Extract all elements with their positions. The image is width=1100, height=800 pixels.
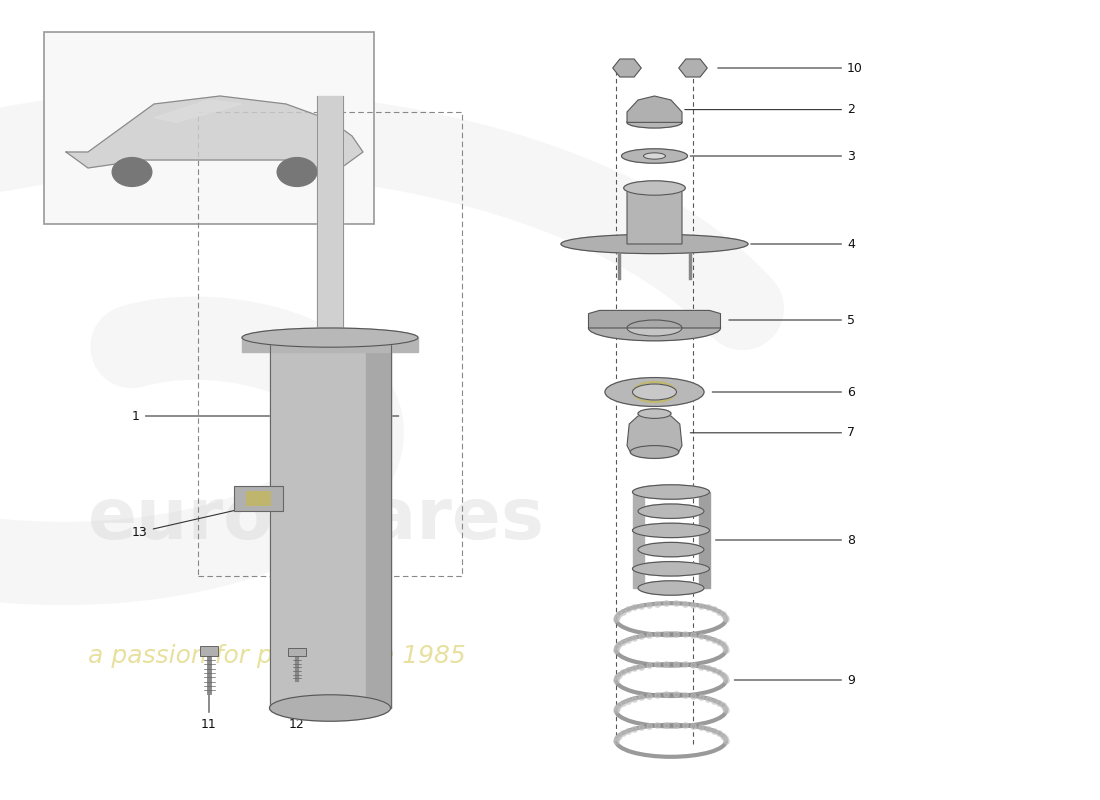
Polygon shape (627, 68, 640, 76)
Text: eurospares: eurospares (88, 486, 544, 554)
Ellipse shape (638, 542, 704, 557)
Circle shape (277, 158, 317, 186)
Ellipse shape (632, 485, 710, 499)
Text: 8: 8 (716, 534, 855, 546)
Ellipse shape (644, 153, 666, 159)
Ellipse shape (627, 117, 682, 128)
Ellipse shape (561, 234, 748, 254)
Text: 7: 7 (691, 426, 855, 439)
Polygon shape (679, 59, 707, 77)
Ellipse shape (638, 504, 704, 518)
Ellipse shape (632, 523, 710, 538)
Ellipse shape (270, 694, 390, 722)
Polygon shape (242, 338, 418, 352)
Circle shape (112, 158, 152, 186)
Ellipse shape (632, 382, 676, 402)
Polygon shape (270, 336, 390, 708)
Polygon shape (632, 492, 644, 588)
Text: 1: 1 (132, 410, 398, 422)
Ellipse shape (605, 378, 704, 406)
Text: 6: 6 (713, 386, 855, 398)
Bar (200, 646, 218, 656)
Polygon shape (680, 60, 693, 68)
Text: 11: 11 (201, 678, 217, 731)
Ellipse shape (638, 581, 704, 595)
Text: 2: 2 (685, 103, 855, 116)
Ellipse shape (621, 149, 688, 163)
Ellipse shape (632, 384, 676, 400)
Text: 4: 4 (751, 238, 855, 250)
Polygon shape (588, 310, 720, 328)
Text: 3: 3 (691, 150, 855, 162)
FancyBboxPatch shape (234, 486, 283, 511)
Text: 9: 9 (735, 674, 855, 686)
Bar (288, 648, 306, 656)
Ellipse shape (632, 562, 710, 576)
Ellipse shape (630, 446, 679, 458)
Polygon shape (614, 60, 627, 68)
Text: 13: 13 (132, 501, 278, 538)
Polygon shape (698, 492, 710, 588)
Polygon shape (66, 96, 363, 168)
Polygon shape (686, 68, 700, 76)
Polygon shape (366, 336, 390, 708)
Polygon shape (680, 68, 693, 76)
Text: 10: 10 (718, 62, 862, 74)
Polygon shape (627, 414, 682, 452)
Text: 5: 5 (729, 314, 855, 326)
Polygon shape (627, 60, 640, 68)
Ellipse shape (242, 328, 418, 347)
Polygon shape (613, 59, 641, 77)
Text: 12: 12 (289, 674, 305, 731)
Polygon shape (317, 96, 343, 336)
Polygon shape (693, 68, 706, 76)
FancyBboxPatch shape (44, 32, 374, 224)
Polygon shape (620, 60, 634, 68)
Polygon shape (614, 68, 627, 76)
Ellipse shape (588, 315, 720, 341)
Polygon shape (686, 60, 700, 68)
Ellipse shape (627, 320, 682, 336)
Polygon shape (693, 60, 706, 68)
Polygon shape (620, 68, 634, 76)
Ellipse shape (624, 181, 685, 195)
Polygon shape (154, 100, 242, 122)
Polygon shape (627, 96, 682, 122)
Polygon shape (627, 182, 682, 244)
FancyBboxPatch shape (246, 491, 271, 506)
Ellipse shape (638, 409, 671, 418)
Text: a passion for parts since 1985: a passion for parts since 1985 (88, 644, 465, 668)
